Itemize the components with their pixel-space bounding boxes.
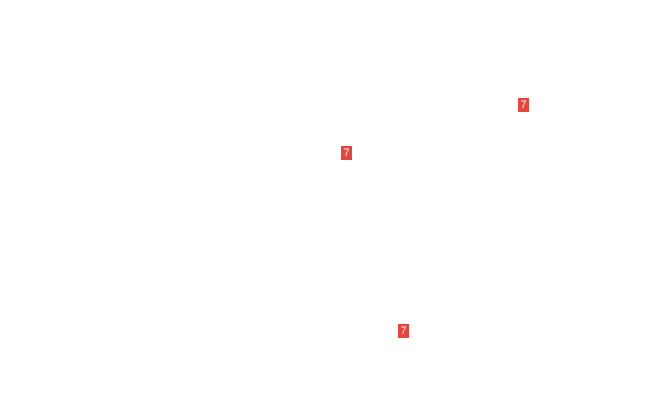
count-badge-marker[interactable]: 7 [518, 98, 529, 112]
count-badge-marker[interactable]: 7 [341, 146, 352, 160]
count-badge-marker[interactable]: 7 [398, 324, 409, 338]
